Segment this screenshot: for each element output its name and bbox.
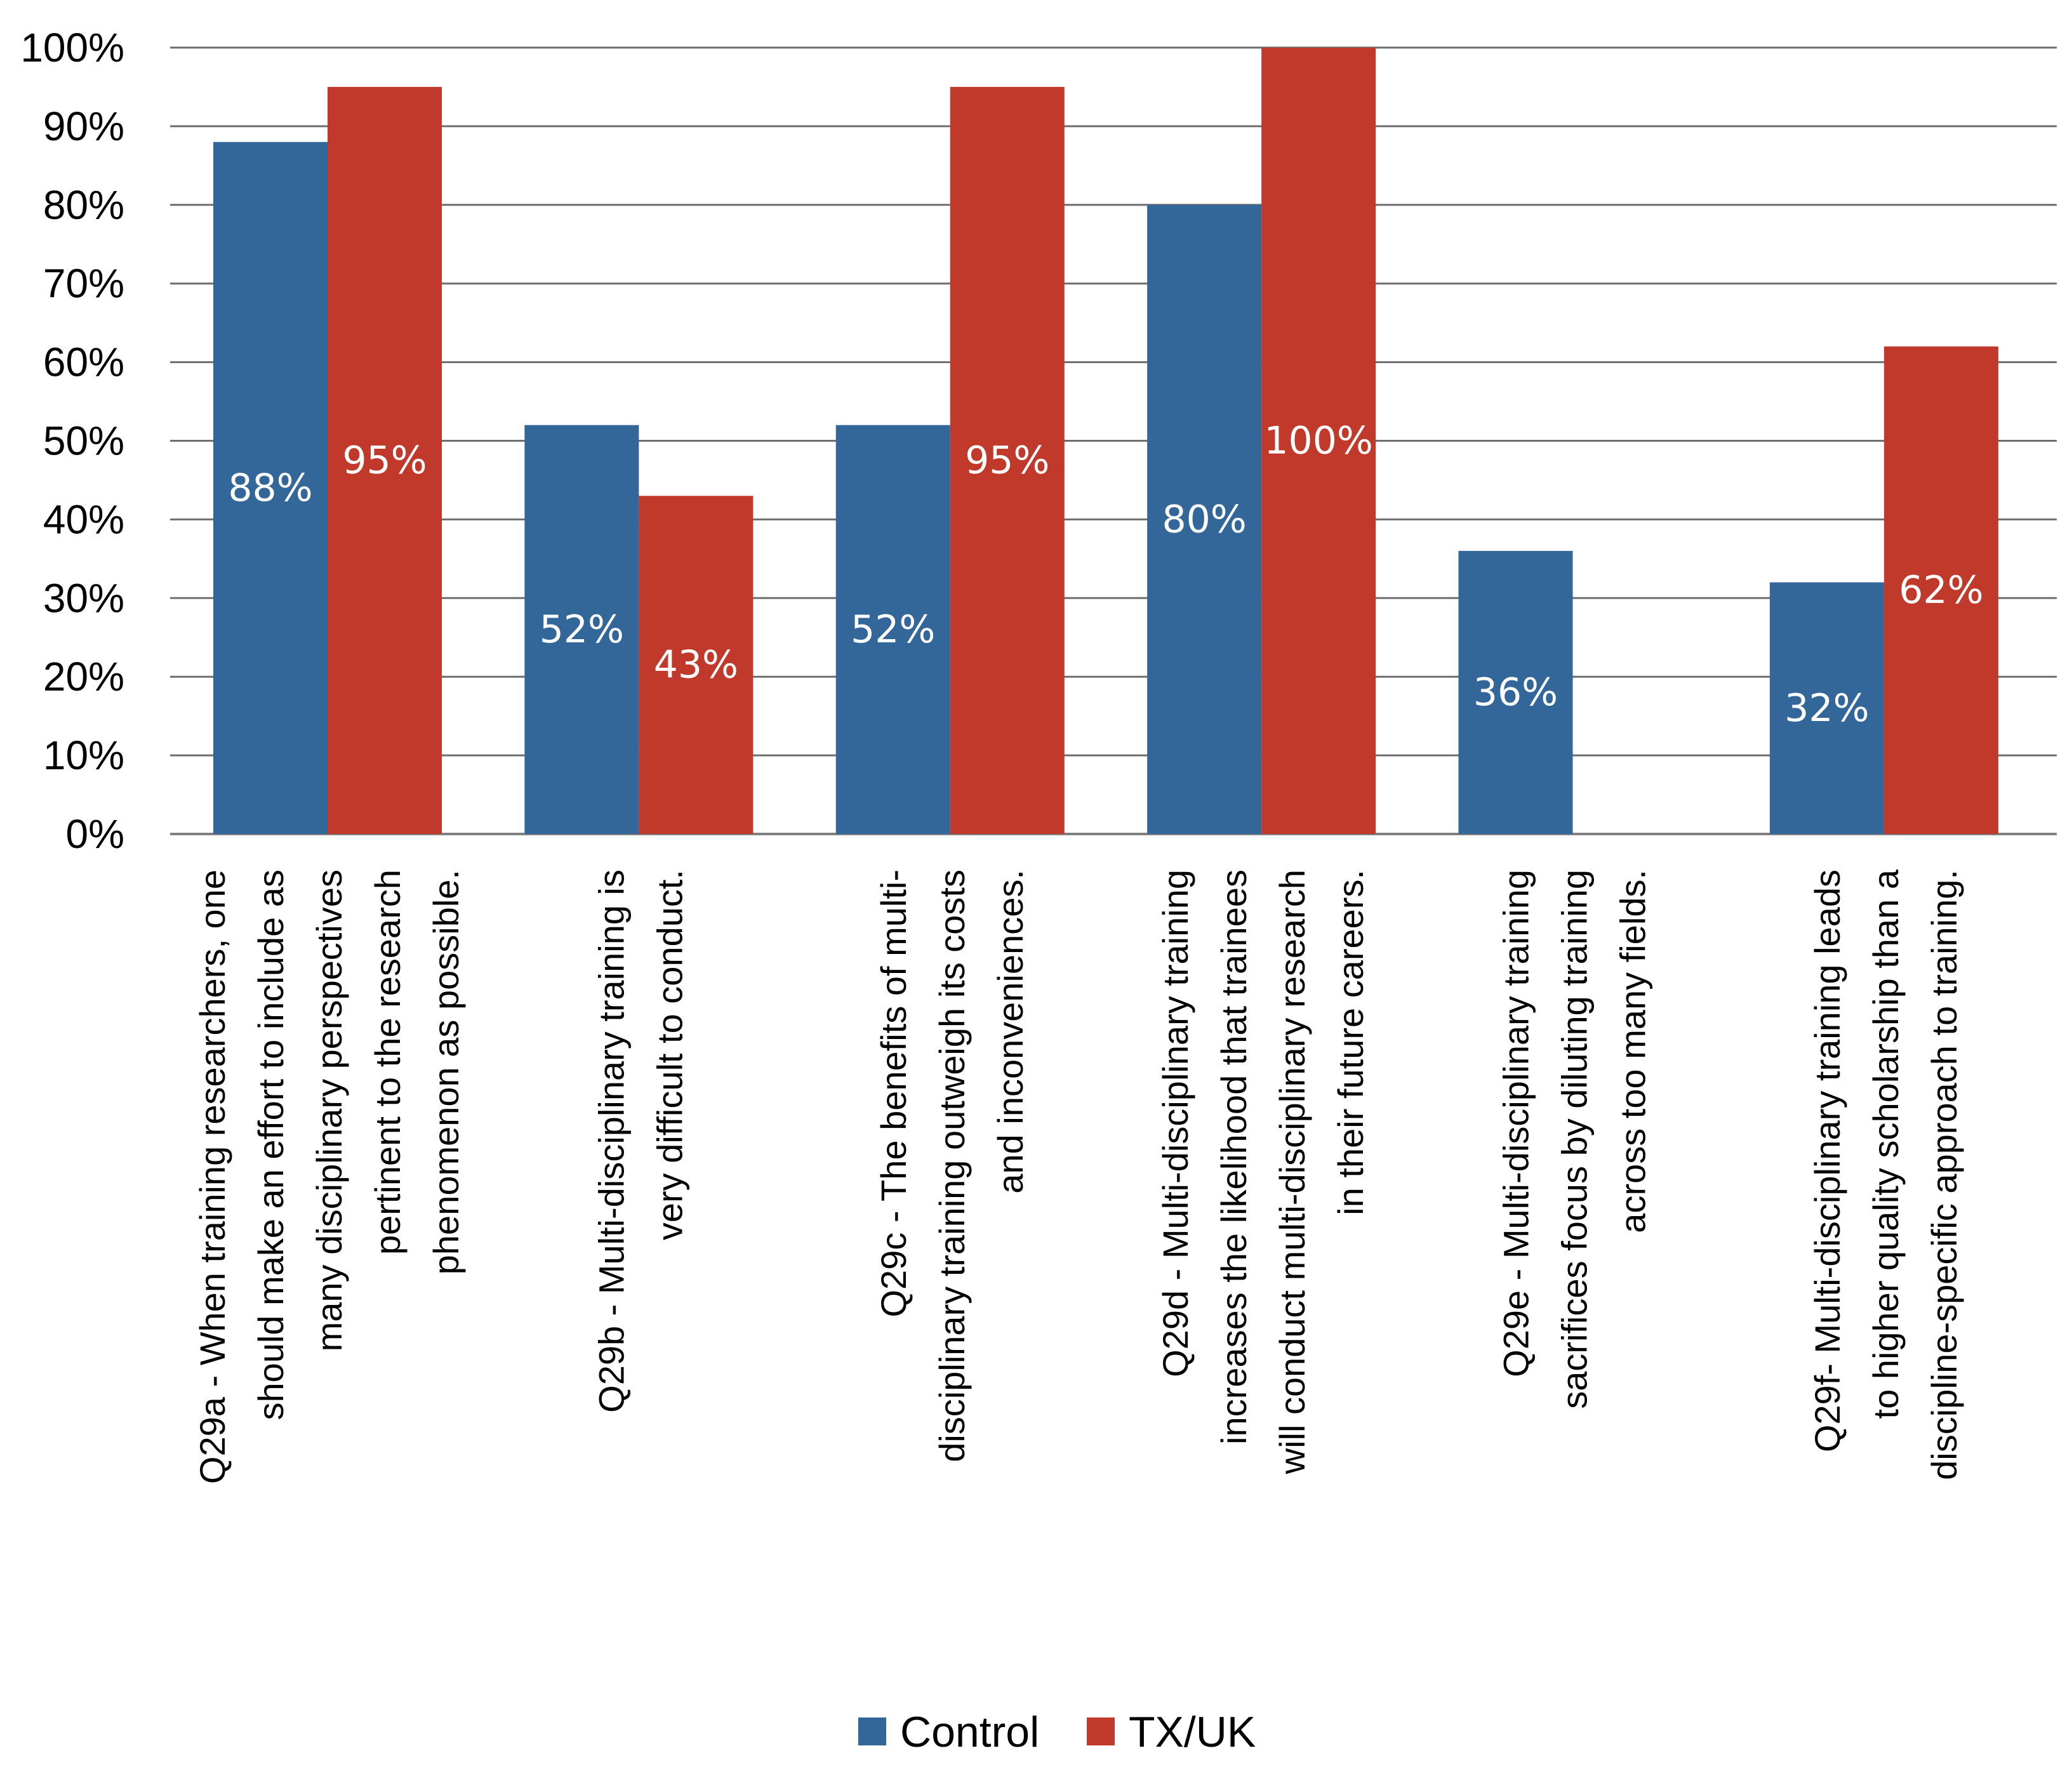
y-tick-label: 30% (43, 575, 124, 621)
category-label-line: increases the likelihood that trainees (1214, 870, 1254, 1445)
legend: Control TX/UK (858, 1708, 1256, 1756)
category-label: Q29c - The benefits of multi-disciplinar… (873, 870, 1030, 1462)
category-label-line: Q29b - Multi-disciplinary training is (591, 870, 631, 1413)
y-tick-label: 90% (43, 103, 124, 149)
legend-label: Control (900, 1708, 1039, 1756)
y-tick-label: 50% (43, 418, 124, 464)
y-tick-label: 80% (43, 182, 124, 228)
data-labels: 88% 95% 52% 43% 52% 95% 80% 100% 36% 32% 62% (228, 419, 1983, 731)
category-label-line: and inconveniences. (990, 870, 1030, 1194)
y-tick-label: 70% (43, 261, 124, 307)
data-label: 100% (1264, 419, 1373, 463)
data-label: 80% (1162, 497, 1246, 541)
y-tick-label: 10% (43, 732, 124, 778)
gridlines (170, 46, 2057, 835)
category-label-line: Q29e - Multi-disciplinary training (1496, 870, 1536, 1377)
y-axis-ticks: 0% 10% 20% 30% 40% 50% 60% 70% 80% 90% 100% (20, 25, 124, 857)
bar-control (524, 425, 639, 834)
y-tick-label: 20% (43, 654, 124, 699)
category-label-line: in their future careers. (1331, 870, 1371, 1215)
bar-control (835, 425, 950, 834)
category-label: Q29d - Multi-disciplinary training increa… (1155, 870, 1371, 1474)
bar-control (1147, 204, 1262, 834)
category-label-line: Q29c - The benefits of multi- (873, 870, 913, 1318)
bar-control (213, 142, 328, 835)
category-label-line: pertinent to the research (368, 870, 408, 1255)
legend-swatch (1087, 1717, 1115, 1745)
category-label: Q29e - Multi-disciplinary training sacrif… (1496, 870, 1653, 1409)
bar-control (1769, 582, 1884, 834)
y-tick-label: 60% (43, 340, 124, 385)
bar-tx-uk (639, 496, 754, 834)
data-label: 95% (342, 438, 427, 482)
category-label-line: very difficult to conduct. (649, 870, 689, 1240)
category-label: Q29b - Multi-disciplinary training is ver… (591, 870, 689, 1413)
category-label-line: will conduct multi-disciplinary research (1272, 870, 1312, 1474)
category-label-line: many disciplinary perspectives (309, 870, 349, 1351)
category-label-line: sacrifices focus by diluting training (1555, 870, 1595, 1409)
data-label: 43% (654, 643, 738, 687)
category-labels: Q29a - When training researchers, one sho… (192, 869, 1964, 1484)
y-tick-label: 40% (43, 496, 124, 542)
category-label: Q29f- Multi-disciplinary training leads t… (1807, 869, 1964, 1480)
category-label-line: Q29a - When training researchers, one (192, 870, 232, 1484)
legend-label: TX/UK (1129, 1708, 1256, 1756)
bar-tx-uk (1883, 346, 1998, 834)
data-label: 95% (965, 438, 1049, 482)
y-tick-label: 100% (20, 25, 124, 70)
data-label: 88% (228, 466, 312, 510)
bar-tx-uk (1261, 48, 1376, 834)
data-label: 36% (1473, 670, 1558, 715)
bar-control (1458, 550, 1573, 834)
bar-tx-uk (328, 86, 442, 835)
bar-tx-uk (950, 86, 1065, 835)
category-label-line: disciplinary training outweigh its costs (932, 870, 972, 1462)
category-label-line: phenomenon as possible. (426, 870, 466, 1274)
category-label-line: Q29f- Multi-disciplinary training leads (1807, 870, 1847, 1452)
bars (213, 48, 1998, 835)
legend-swatch (858, 1717, 886, 1745)
category-label-line: Q29d - Multi-disciplinary training (1155, 870, 1195, 1377)
data-label: 52% (851, 607, 935, 652)
data-label: 62% (1899, 568, 1983, 612)
category-label-line: across too many fields. (1613, 870, 1653, 1233)
category-label-line: to higher quality scholarship than a (1866, 869, 1906, 1419)
data-label: 32% (1784, 686, 1869, 731)
category-label-line: should make an effort to include as (251, 870, 291, 1420)
y-tick-label: 0% (66, 811, 125, 857)
data-label: 52% (540, 607, 624, 652)
category-label-line: discipline-specific approach to training… (1924, 870, 1964, 1480)
category-label: Q29a - When training researchers, one sho… (192, 870, 466, 1484)
